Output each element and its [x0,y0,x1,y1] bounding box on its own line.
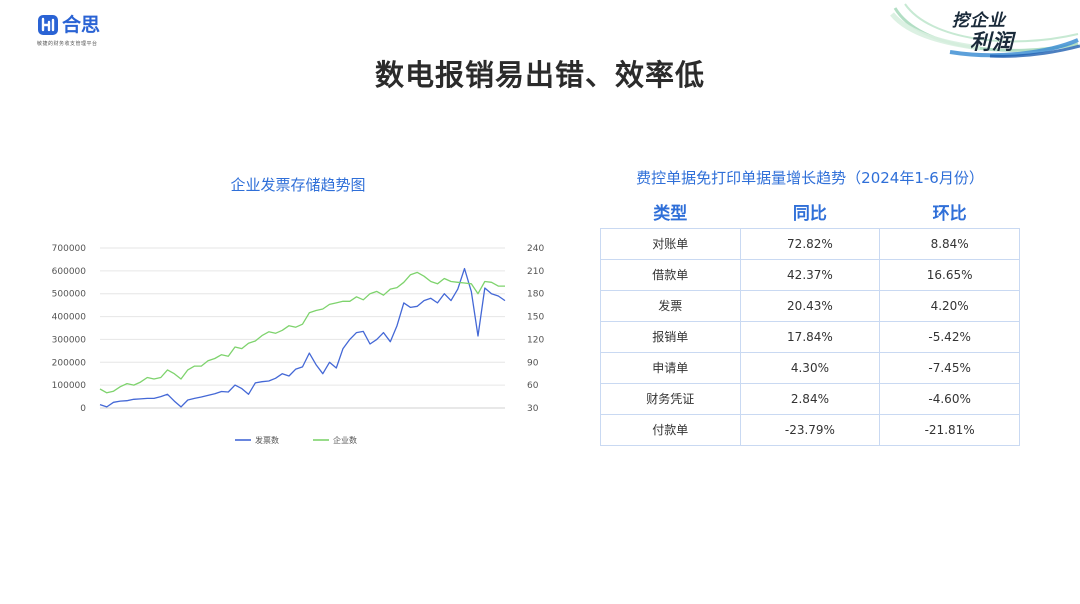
cell-type: 对账单 [600,227,741,260]
cell-type: 报销单 [600,320,741,353]
y-left-tick-label: 600000 [52,267,87,277]
y-right-tick-label: 180 [527,290,544,300]
table-row: 付款单 -23.79% -21.81% [600,413,1020,446]
cell-mom: -4.60% [879,382,1020,415]
cell-yoy: 17.84% [739,320,881,353]
table-row: 借款单 42.37% 16.65% [600,258,1020,291]
cell-type: 发票 [600,289,741,322]
cell-mom: 4.20% [879,289,1020,322]
table-header-row: 类型 同比 环比 [601,196,1020,228]
series-line [99,267,506,408]
cell-yoy: 72.82% [739,227,881,260]
cell-yoy: 42.37% [739,258,881,291]
cell-mom: -5.42% [879,320,1020,353]
invoice-trend-chart: 0 100000 200000 300000 400000 500000 600000 700… [52,244,545,445]
table-row: 报销单 17.84% -5.42% [600,320,1020,353]
brand-swoosh-art [890,3,1080,58]
cell-mom: 8.84% [879,227,1020,260]
legend-label: 企业数 [333,435,357,445]
y-left-tick-label: 200000 [52,358,87,368]
logo-slogan: 敏捷的财务收支管理平台 [37,41,98,47]
logo-name: 合思 [62,14,101,36]
legend-label: 发票数 [255,435,279,445]
brand-line2: 利润 [970,29,1014,54]
cell-mom: -21.81% [879,413,1020,446]
chart-title: 企业发票存储趋势图 [230,176,366,194]
y-left-tick-label: 500000 [52,290,87,300]
column-header-type: 类型 [653,204,688,225]
brand-slogan: 挖企业 利润 [920,6,1040,54]
cell-type: 财务凭证 [600,382,741,415]
logo: 合思 敏捷的财务收支管理平台 [37,14,157,50]
y-left-tick-label: 300000 [52,335,87,345]
column-header-mom: 环比 [932,204,967,225]
cell-mom: -7.45% [879,351,1020,384]
logo-mark-icon [38,15,58,35]
y-left-tick-label: 100000 [52,381,87,391]
cell-yoy: 2.84% [739,382,881,415]
y-left-tick-label: 700000 [52,244,87,254]
table-row: 申请单 4.30% -7.45% [600,351,1020,384]
y-right-tick-label: 150 [527,313,544,323]
cell-yoy: 20.43% [739,289,881,322]
cell-type: 付款单 [600,413,741,446]
y-right-tick-label: 90 [527,358,539,368]
cell-yoy: 4.30% [739,351,881,384]
column-header-yoy: 同比 [792,204,827,225]
table-title: 费控单据免打印单据量增长趋势（2024年1-6月份） [636,169,984,187]
y-right-tick-label: 210 [527,267,544,277]
cell-yoy: -23.79% [739,413,881,446]
table-row: 财务凭证 2.84% -4.60% [600,382,1020,415]
y-left-tick-label: 400000 [52,313,87,323]
y-right-tick-label: 30 [527,404,539,414]
page-title: 数电报销易出错、效率低 [374,58,705,92]
y-right-tick-label: 60 [527,381,539,391]
y-left-tick-label: 0 [80,404,86,414]
y-right-tick-label: 120 [527,335,544,345]
growth-table: 类型 同比 环比 对账单 72.82% 8.84% 借款单 42.37% 16.… [600,196,1020,446]
cell-mom: 16.65% [879,258,1020,291]
y-right-tick-label: 240 [527,244,544,254]
table-row: 发票 20.43% 4.20% [600,289,1020,322]
table-row: 对账单 72.82% 8.84% [600,227,1020,260]
series-line [99,271,505,394]
cell-type: 借款单 [600,258,741,291]
cell-type: 申请单 [600,351,741,384]
brand-line1: 挖企业 [952,11,1006,31]
